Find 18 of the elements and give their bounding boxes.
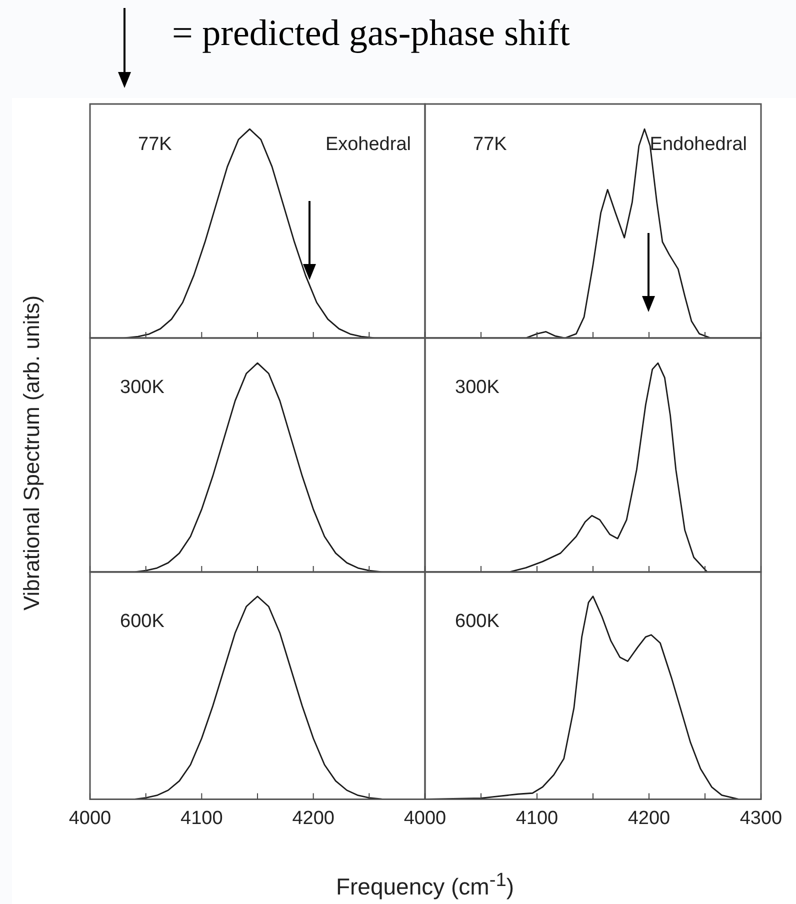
annotation: Exohedral <box>325 134 411 156</box>
annotation: 300K <box>455 377 500 398</box>
annotation: 300K <box>120 377 165 398</box>
x-tick-label: 4100 <box>516 808 558 829</box>
x-tick-label: 4200 <box>628 808 670 829</box>
x-tick-label: 4200 <box>292 808 334 829</box>
annotation: Endohedral <box>650 134 747 156</box>
annotation: 600K <box>120 611 165 632</box>
x-tick-label: 4100 <box>180 808 223 829</box>
annotation: 600K <box>455 611 500 632</box>
x-tick-label: 4300 <box>740 808 782 829</box>
x-axis-title: Frequency (cm$^{-1}$) <box>336 870 514 901</box>
text: = predicted gas-phase shift <box>172 12 570 55</box>
annotation: 77K <box>138 134 172 156</box>
x-tick-label: 4000 <box>68 808 112 829</box>
x-tick-label: 4000 <box>404 808 446 829</box>
annotation: 77K <box>473 134 508 156</box>
y-axis-title: Vibrational Spectrum (arb. units) <box>19 295 45 611</box>
